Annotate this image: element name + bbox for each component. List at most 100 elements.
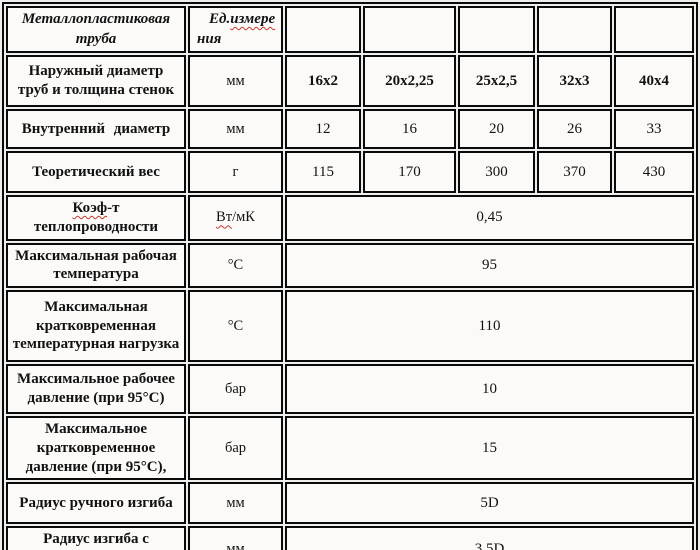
value-text: 115 (312, 163, 334, 180)
row-label: Радиус ручного изгиба (19, 494, 173, 511)
value-cell: 32х3 (537, 55, 612, 107)
row-label-cell: Теоретический вес (6, 151, 186, 193)
unit-text: мм (226, 72, 245, 89)
value-text: 20 (489, 120, 504, 137)
value-cell: 20 (458, 109, 535, 149)
value-text: 430 (642, 163, 666, 180)
product-title-cell: Металлопластиковая труба (6, 6, 186, 53)
value-cell: 16 (363, 109, 456, 149)
misspelled-unit-text: Вт (216, 209, 233, 226)
table-row-inner-diameter: Внутренний диаметр мм 12 16 20 26 33 (6, 109, 694, 149)
value-text: 0,45 (476, 209, 503, 226)
header-row: Металлопластиковая труба Ед.измере ния (6, 6, 694, 53)
row-label-cell: Внутренний диаметр (6, 109, 186, 149)
value-cell: 26 (537, 109, 612, 149)
table-row-theoretical-weight: Теоретический вес г 115 170 300 370 430 (6, 151, 694, 193)
row-label: Максимальное рабочее давление (при 95°С) (17, 371, 175, 406)
unit-header-prefix: Ед. (209, 11, 231, 27)
table-row-max-short-term-temperature: Максимальная кратковременная температурн… (6, 290, 694, 362)
value-cell: 40х4 (614, 55, 694, 107)
value-text: 110 (478, 317, 501, 334)
value-cell: 25х2,5 (458, 55, 535, 107)
row-label-line1: Коэф-т (12, 199, 180, 218)
unit-cell: мм (188, 482, 283, 525)
value-text: 12 (315, 120, 331, 137)
row-label: Максимальная рабочая температура (15, 247, 177, 283)
row-label-cell: Наружный диаметр труб и толщина стенок (6, 55, 186, 107)
unit-text: °С (227, 317, 244, 334)
value-text: 370 (563, 163, 586, 180)
value-text: 170 (398, 163, 421, 180)
value-text: 10 (482, 380, 497, 397)
value-cell: 115 (285, 151, 361, 193)
header-empty-cell (363, 6, 456, 53)
unit-text: бар (224, 380, 247, 397)
product-title: Металлопластиковая труба (21, 11, 171, 47)
value-text: 300 (485, 163, 508, 180)
value-text: 5D (480, 494, 499, 511)
spanned-value-cell: 15 (285, 416, 694, 481)
row-label: Максимальная кратковременная температурн… (12, 298, 180, 353)
misspelled-text: Коэф (72, 200, 108, 216)
value-cell: 430 (614, 151, 694, 193)
unit-text: мм (226, 494, 245, 511)
unit-text: бар (224, 439, 247, 456)
header-empty-cell (458, 6, 535, 53)
row-label: Внутренний диаметр (21, 120, 171, 137)
spanned-value-cell: 10 (285, 364, 694, 414)
table-row-manual-bend-radius: Радиус ручного изгиба мм 5D (6, 482, 694, 525)
unit-cell: бар (188, 364, 283, 414)
unit-cell: °С (188, 242, 283, 288)
row-label-cell: Максимальная рабочая температура (6, 242, 186, 288)
header-empty-cell (537, 6, 612, 53)
row-label-line2: теплопроводности (33, 218, 159, 235)
row-label-cell: Максимальная кратковременная температурн… (6, 290, 186, 362)
unit-cell: мм (188, 526, 283, 550)
header-empty-cell (614, 6, 694, 53)
unit-text: мм (226, 120, 245, 137)
value-text: 26 (567, 120, 582, 137)
unit-text: мм (226, 540, 245, 550)
unit-cell: Вт/мК (188, 195, 283, 241)
spanned-value-cell: 3,5D (285, 526, 694, 550)
spanned-value-cell: 110 (285, 290, 694, 362)
unit-cell: °С (188, 290, 283, 362)
value-text: 95 (482, 256, 497, 273)
table-row-max-working-temperature: Максимальная рабочая температура °С 95 (6, 242, 694, 288)
unit-header-line1: Ед.измере (197, 10, 277, 30)
unit-header-cell: Ед.измере ния (188, 6, 283, 53)
value-text: 3,5D (474, 540, 505, 550)
value-cell: 370 (537, 151, 612, 193)
value-cell: 33 (614, 109, 694, 149)
table-row-max-working-pressure: Максимальное рабочее давление (при 95°С)… (6, 364, 694, 414)
row-label: Наружный диаметр труб и толщина стенок (17, 63, 175, 98)
row-label-cell: Коэф-т теплопроводности (6, 195, 186, 241)
unit-cell: мм (188, 55, 283, 107)
table-row-thermal-conductivity: Коэф-т теплопроводности Вт/мК 0,45 (6, 195, 694, 241)
value-text: 40х4 (639, 72, 669, 89)
row-label-cell: Максимальное рабочее давление (при 95°С) (6, 364, 186, 414)
row-label-cell: Максимальное кратковременное давление (п… (6, 416, 186, 481)
spanned-value-cell: 0,45 (285, 195, 694, 241)
value-text: 20х2,25 (385, 72, 434, 89)
unit-text: г (232, 163, 239, 180)
table-row-outer-diameter: Наружный диаметр труб и толщина стенок м… (6, 55, 694, 107)
value-text: 16х2 (308, 72, 338, 89)
value-text: 25х2,5 (475, 72, 518, 89)
spanned-value-cell: 95 (285, 242, 694, 288)
value-cell: 300 (458, 151, 535, 193)
header-empty-cell (285, 6, 361, 53)
row-label: Теоретический вес (32, 163, 160, 180)
unit-header-line2: ния (197, 30, 222, 47)
value-cell: 20х2,25 (363, 55, 456, 107)
unit-header-misspelled-text: измере (230, 11, 276, 27)
unit-text: °С (227, 256, 244, 273)
row-label-rest: -т (107, 200, 120, 216)
row-label-cell: Радиус изгиба с пружиной (6, 526, 186, 550)
table-row-max-short-term-pressure: Максимальное кратковременное давление (п… (6, 416, 694, 481)
value-text: 16 (402, 120, 417, 137)
value-text: 15 (482, 439, 497, 456)
row-label-cell: Радиус ручного изгиба (6, 482, 186, 525)
